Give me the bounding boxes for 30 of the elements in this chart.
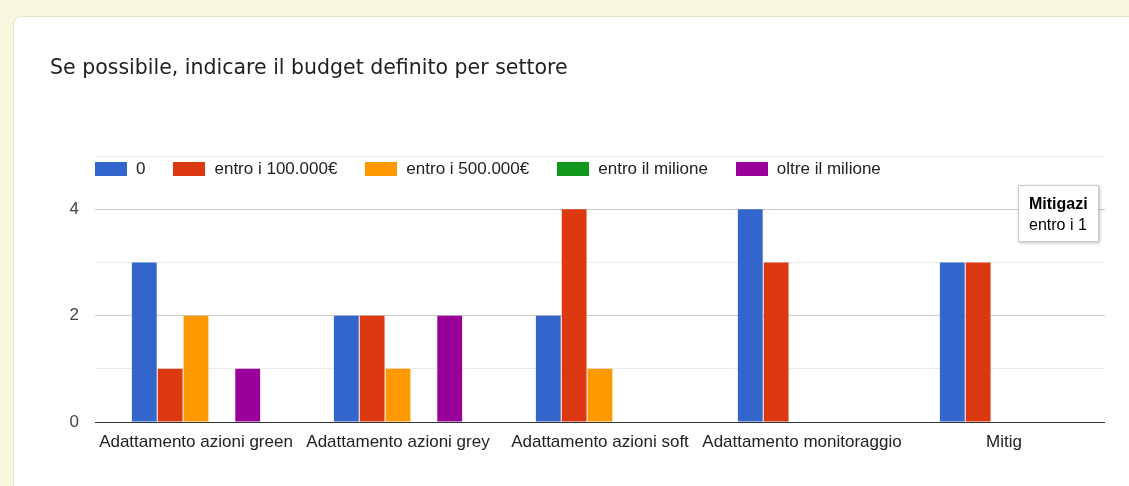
x-tick-label: Mitig [986, 431, 1022, 451]
bar [561, 209, 587, 422]
annotation: Mitigazi entro i 1 [1029, 195, 1088, 236]
x-tick-label: Adattamento monitoraggio [702, 431, 902, 451]
y-tick-label: 2 [69, 305, 79, 325]
bar [535, 315, 561, 422]
bar [587, 368, 613, 422]
bar [437, 315, 463, 422]
bar [939, 262, 965, 422]
x-tick-label: Adattamento azioni soft [511, 431, 690, 451]
legend-label: entro il milione [598, 159, 708, 180]
legend-label: entro i 100.000€ [214, 159, 338, 180]
chart-title: Se possibile, indicare il budget definito per settore [50, 55, 568, 79]
bar [763, 262, 789, 422]
y-tick-label: 0 [69, 411, 79, 431]
bar [131, 262, 157, 422]
legend-label: entro i 500.000€ [406, 159, 530, 180]
bar [333, 315, 359, 422]
bar [385, 368, 411, 422]
y-tick-label: 4 [69, 199, 79, 219]
bar [737, 209, 763, 422]
legend-label: 0 [136, 159, 146, 180]
x-tick-label: Adattamento azioni grey [306, 431, 491, 451]
bar [359, 315, 385, 422]
bar [965, 262, 991, 422]
x-tick-label: Adattamento azioni green [99, 431, 293, 451]
bar [235, 368, 261, 422]
bar [183, 315, 209, 422]
bar [157, 368, 183, 422]
legend-label: oltre il milione [776, 159, 881, 180]
